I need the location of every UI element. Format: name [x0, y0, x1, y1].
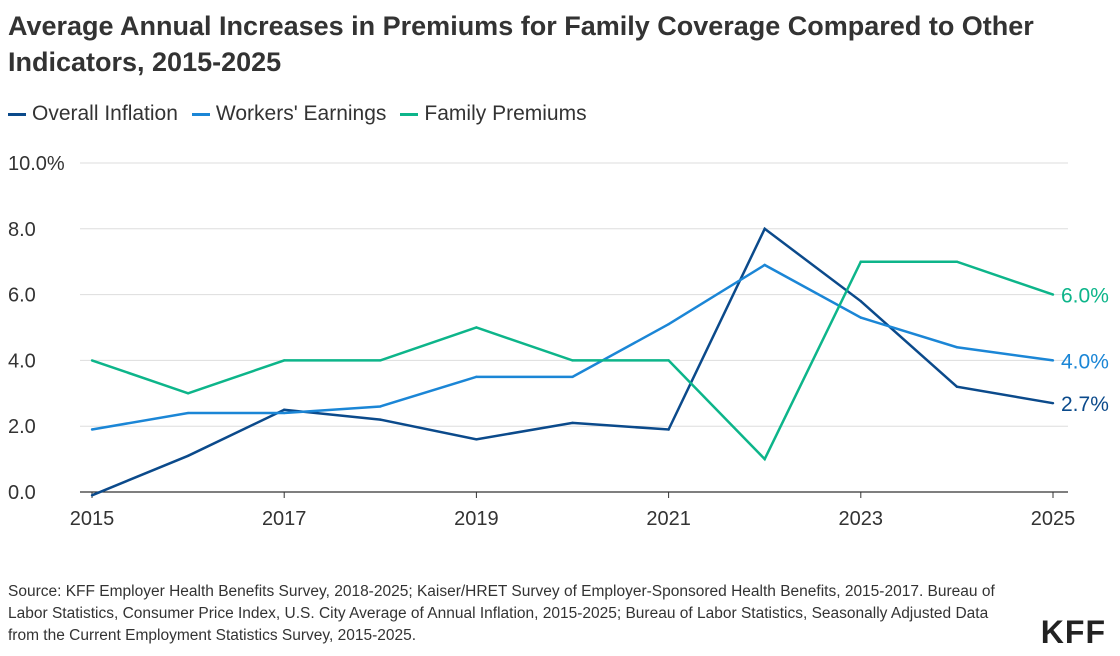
data-point	[379, 405, 382, 408]
data-point	[763, 457, 766, 461]
data-point	[475, 326, 478, 329]
legend-swatch	[400, 112, 419, 116]
data-point	[667, 323, 670, 326]
legend-swatch	[8, 112, 26, 116]
data-point	[859, 316, 862, 319]
end-value-label: 6.0%	[1061, 285, 1109, 308]
data-point	[667, 359, 670, 362]
data-point	[1051, 359, 1055, 362]
data-point	[283, 411, 286, 415]
data-point	[571, 421, 574, 425]
x-tick-label: 2019	[454, 508, 499, 530]
data-point	[571, 375, 574, 379]
y-tick-label: 2.0	[8, 416, 36, 438]
legend-item-overall-inflation: Overall Inflation	[8, 102, 178, 126]
data-point	[186, 411, 190, 415]
x-tick-label: 2015	[70, 508, 115, 530]
data-point	[90, 494, 94, 497]
x-tick-label: 2025	[1031, 508, 1076, 530]
data-point	[955, 346, 959, 349]
y-tick-label: 8.0	[8, 219, 36, 241]
end-value-label: 4.0%	[1061, 350, 1109, 373]
data-point	[859, 299, 862, 303]
end-value-label: 2.7%	[1061, 393, 1109, 416]
data-point	[859, 260, 862, 263]
legend-label: Overall Inflation	[32, 102, 178, 125]
legend-label: Workers' Earnings	[215, 102, 387, 125]
data-point	[379, 418, 382, 421]
data-point	[186, 454, 190, 458]
legend: Overall Inflation Workers' Earnings Fami…	[8, 102, 587, 126]
y-tick-label: 0.0	[8, 482, 36, 504]
data-point	[475, 375, 478, 379]
data-point	[475, 438, 478, 441]
y-tick-label: 4.0	[8, 350, 36, 372]
series-line-workers-earnings	[91, 263, 1054, 431]
x-tick-label: 2021	[646, 508, 691, 530]
data-point	[283, 408, 286, 411]
series-line-overall-inflation	[91, 226, 1054, 497]
legend-item-family-premiums: Family Premiums	[400, 102, 587, 126]
legend-swatch	[191, 112, 210, 116]
data-point	[571, 359, 574, 362]
line-chart: 0.0 2.0 4.0 6.0 8.0 10.0% 2015 2017 2019 2021 2023…	[8, 153, 1109, 530]
y-tick-label: 6.0	[8, 285, 36, 307]
data-point	[667, 428, 670, 431]
data-point	[90, 428, 94, 431]
data-point	[763, 227, 766, 230]
data-point	[1051, 401, 1055, 405]
x-tick-label: 2017	[262, 508, 307, 530]
source-note: Source: KFF Employer Health Benefits Sur…	[8, 583, 995, 644]
data-point	[1051, 293, 1055, 296]
data-point	[186, 392, 190, 395]
data-point	[379, 359, 382, 362]
chart-title: Average Annual Increases in Premiums for…	[8, 11, 1034, 77]
legend-item-workers-earnings: Workers' Earnings	[191, 102, 387, 126]
data-point	[955, 260, 959, 263]
kff-logo: KFF	[1040, 614, 1106, 650]
data-point	[763, 263, 766, 267]
legend-label: Family Premiums	[424, 102, 587, 125]
data-point	[955, 385, 959, 388]
x-tick-label: 2023	[839, 508, 884, 530]
data-point	[283, 359, 286, 362]
data-point	[90, 359, 94, 362]
y-tick-label: 10.0%	[8, 153, 65, 175]
